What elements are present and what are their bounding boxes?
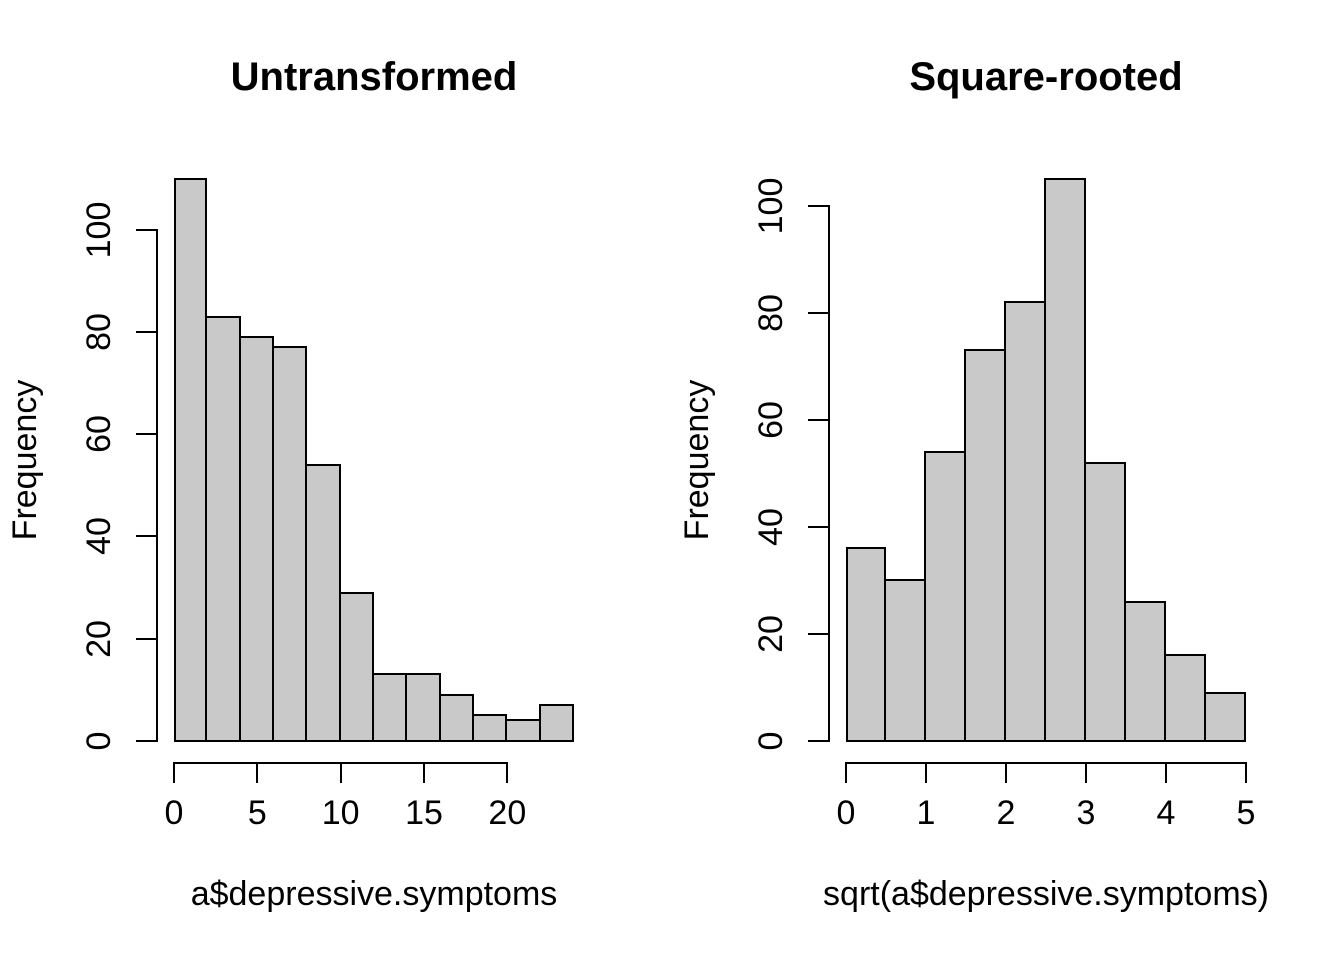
x-tick-label: 15: [405, 794, 443, 832]
histogram-bar: [1004, 301, 1046, 742]
y-tick-label: 100: [80, 201, 118, 259]
histogram-bar: [338, 591, 374, 742]
histogram-bar: [372, 673, 408, 742]
y-axis-line: [156, 229, 158, 742]
x-tick: [1005, 764, 1007, 784]
histogram-bar: [272, 346, 308, 742]
plot-area: 0 20 40 60 80 100 0 1 2 3 4 5: [672, 0, 1344, 960]
x-tick: [506, 764, 509, 784]
y-tick-label: 100: [752, 177, 790, 235]
histogram-bar: [174, 177, 208, 742]
x-tick: [173, 764, 175, 784]
histogram-bar: [884, 579, 926, 742]
y-tick: [808, 525, 828, 528]
histogram-bar: [405, 673, 441, 742]
x-tick-label: 10: [321, 794, 360, 832]
y-tick: [808, 311, 828, 314]
plot-area: 0 20 40 60 80 100 0 5 10 15 20: [80, 177, 574, 832]
histogram-bar: [964, 349, 1006, 742]
y-tick-label: 40: [752, 507, 790, 546]
histogram-bar: [1084, 461, 1126, 742]
y-tick: [136, 331, 156, 334]
x-tick-label: 1: [916, 794, 936, 832]
x-axis-label: a$depressive.symptoms: [190, 875, 558, 913]
x-tick-label: 2: [996, 794, 1016, 832]
x-tick: [845, 764, 847, 784]
histogram-bar: [538, 703, 574, 742]
y-tick-label: 80: [752, 293, 790, 332]
y-tick-label: 80: [80, 313, 118, 352]
x-axis-line: [845, 762, 1247, 765]
x-axis-line: [173, 762, 509, 765]
y-tick-label: 20: [752, 614, 790, 653]
histogram-bar: [1164, 654, 1206, 742]
x-tick-label: 20: [488, 794, 527, 832]
histogram-bar: [1044, 177, 1086, 742]
x-tick: [1245, 764, 1247, 784]
y-tick: [136, 535, 156, 538]
x-tick: [339, 764, 342, 784]
y-tick: [136, 229, 156, 232]
plot-title: Square-rooted: [909, 55, 1183, 99]
x-tick-label: 4: [1156, 794, 1176, 832]
y-axis-line: [828, 204, 830, 742]
x-tick-label: 0: [836, 794, 856, 832]
histogram-bar: [472, 714, 508, 742]
histogram-bar: [305, 463, 341, 742]
y-tick-label: 60: [752, 400, 790, 439]
y-tick: [808, 739, 828, 742]
histogram-bar: [238, 336, 274, 742]
x-tick-label: 0: [164, 794, 184, 832]
x-tick-label: 5: [247, 794, 267, 832]
x-tick: [925, 764, 927, 784]
x-tick: [1085, 764, 1087, 784]
x-tick-label: 3: [1076, 794, 1096, 832]
y-tick: [136, 637, 156, 640]
panel-square-rooted: Square-rooted Frequency sqrt(a$depressiv…: [672, 0, 1344, 960]
y-tick-label: 40: [80, 517, 118, 556]
y-tick: [808, 632, 828, 635]
y-tick: [808, 418, 828, 421]
histogram-bar: [205, 315, 241, 742]
histogram-bar: [438, 693, 474, 742]
y-tick: [136, 739, 156, 742]
y-tick-label: 0: [80, 731, 118, 751]
panel-untransformed: Untransformed Frequency a$depressive.sym…: [6, 55, 574, 913]
y-tick-label: 20: [80, 619, 118, 658]
x-tick: [423, 764, 425, 784]
histogram-bar: [1204, 691, 1246, 742]
y-tick: [808, 204, 828, 207]
x-tick: [1165, 764, 1167, 784]
histogram-bar: [1124, 600, 1166, 742]
x-tick: [256, 764, 259, 784]
histogram-bar: [924, 450, 966, 742]
x-tick-label: 5: [1236, 794, 1256, 832]
plot-title: Untransformed: [230, 55, 518, 99]
histogram-bar: [505, 719, 541, 742]
x-axis-label: sqrt(a$depressive.symptoms): [823, 875, 1269, 913]
y-tick-label: 0: [752, 731, 790, 751]
y-tick: [136, 433, 156, 436]
histogram-bar: [846, 547, 886, 742]
y-tick-label: 60: [80, 415, 118, 454]
